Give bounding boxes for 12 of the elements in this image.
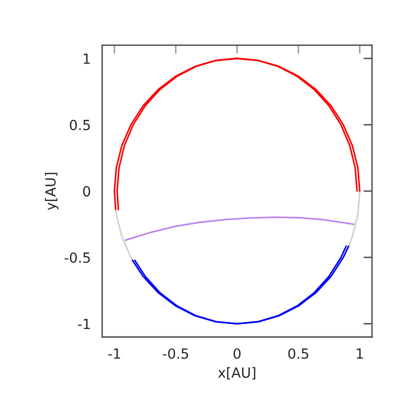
x-axis-title: x[AU] [218, 367, 256, 380]
y-tick-label: 0 [83, 186, 90, 197]
y-tick-label: -0.5 [64, 252, 90, 263]
y-tick-label: -1 [78, 318, 90, 330]
y-axis-title: y[AU] [44, 172, 58, 210]
y-tick-label: 0.5 [70, 120, 90, 130]
x-tick-label: -0.5 [162, 348, 188, 359]
x-tick-label: -1 [108, 348, 120, 359]
y-tick-label: 1 [84, 54, 90, 64]
x-tick-label: 1 [356, 348, 363, 359]
x-tick-label: 0.5 [288, 348, 308, 359]
x-tick-label: 0 [234, 348, 241, 359]
